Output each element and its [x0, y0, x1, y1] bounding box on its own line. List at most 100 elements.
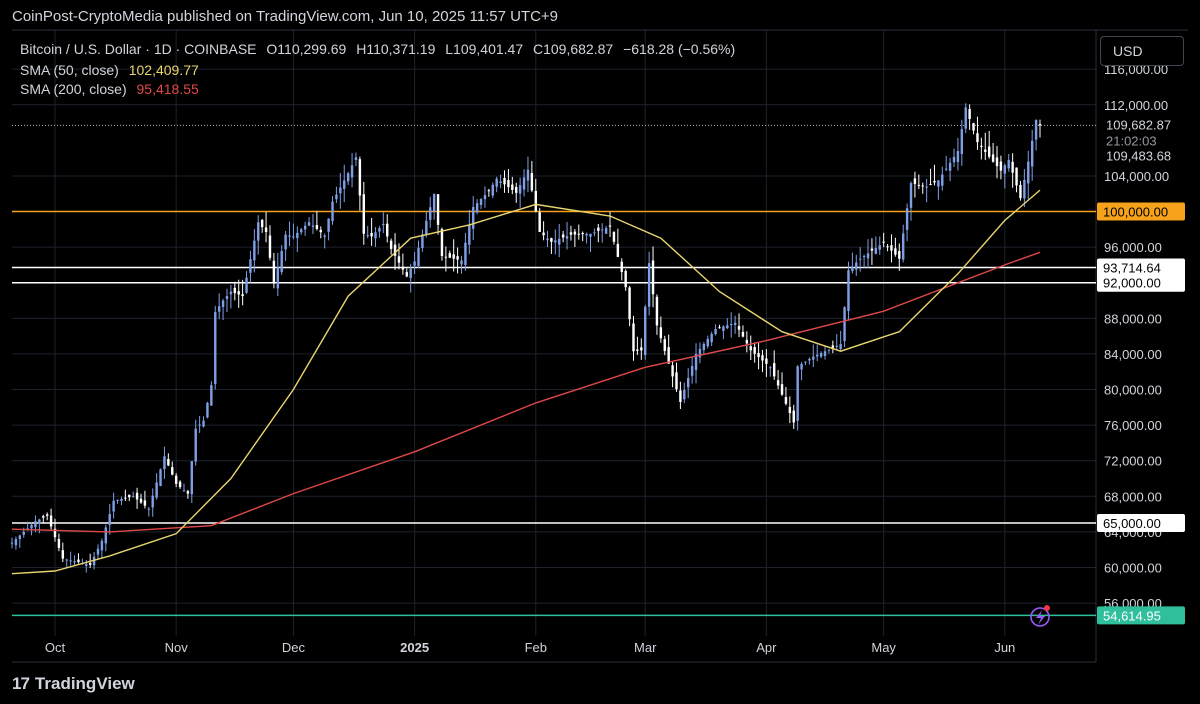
- candle-body: [284, 234, 287, 250]
- candle-body: [186, 491, 190, 494]
- candle-body: [167, 458, 170, 466]
- candle-body: [905, 208, 909, 230]
- x-tick-label: Apr: [756, 640, 777, 655]
- candle-body: [546, 238, 549, 241]
- candle-body: [386, 223, 389, 237]
- candle-body: [987, 146, 991, 157]
- candle-body: [417, 247, 420, 266]
- candle-body: [636, 349, 639, 351]
- candle-body: [542, 232, 545, 236]
- candle-body: [776, 380, 780, 386]
- candle-body: [300, 229, 303, 233]
- tradingview-logo-icon: 17: [12, 674, 30, 693]
- countdown-label: 21:02:03: [1106, 133, 1157, 148]
- candle-body: [1007, 159, 1010, 169]
- candle-body: [964, 107, 967, 129]
- candle-body: [335, 194, 338, 200]
- symbol-name: Bitcoin / U.S. Dollar · 1D · COINBASE: [20, 41, 257, 57]
- candle-body: [644, 306, 647, 355]
- tradingview-logo[interactable]: 17 TradingView: [12, 674, 135, 694]
- candle-body: [772, 363, 776, 377]
- candle-body: [61, 550, 65, 559]
- candle-body: [749, 346, 752, 351]
- candle-body: [933, 180, 936, 183]
- candle-body: [507, 180, 510, 188]
- candle-body: [53, 528, 57, 538]
- last-price-label: 109,682.87: [1106, 117, 1171, 132]
- candle-body: [409, 268, 412, 278]
- candle-body: [1034, 119, 1038, 140]
- candle-body: [178, 481, 182, 488]
- candle-body: [995, 157, 999, 167]
- sma50-legend: SMA (50, close) 102,409.77: [20, 62, 205, 78]
- candle-body: [311, 225, 315, 227]
- x-tick-label: Dec: [282, 640, 306, 655]
- candle-body: [49, 515, 53, 527]
- x-tick-label: Mar: [634, 640, 657, 655]
- change-value: −618.28 (−0.56%): [623, 41, 736, 57]
- candle-body: [561, 234, 565, 238]
- y-tick-label: 112,000.00: [1104, 98, 1168, 113]
- candle-body: [843, 307, 846, 342]
- x-tick-label: Feb: [525, 640, 547, 655]
- candle-body: [393, 244, 397, 256]
- candle-body: [319, 229, 323, 233]
- candle-body: [370, 232, 373, 237]
- candle-body: [112, 500, 115, 512]
- last-price-badge: [1097, 115, 1185, 152]
- candle-body: [804, 361, 807, 363]
- chart-decor: [1030, 605, 1050, 627]
- candle-body: [890, 245, 893, 251]
- sma-200-path: [11, 251, 1041, 533]
- y-tick-label: 96,000.00: [1104, 240, 1162, 255]
- candle-body: [921, 185, 924, 187]
- candle-body: [100, 540, 104, 551]
- candle-body: [210, 385, 213, 406]
- candle-body: [952, 156, 956, 163]
- candle-body: [956, 151, 960, 163]
- sma200-label: SMA (200, close): [20, 81, 127, 97]
- candle-body: [827, 349, 831, 351]
- candle-body: [147, 508, 151, 510]
- published-header: CoinPost-CryptoMedia published on Tradin…: [12, 8, 559, 25]
- candle-body: [116, 499, 119, 501]
- candle-body: [612, 231, 616, 242]
- candle-body: [405, 272, 408, 277]
- candle-body: [714, 329, 717, 335]
- x-tick-label: Jun: [994, 640, 1015, 655]
- candle-body: [1038, 124, 1042, 126]
- x-tick-label: May: [871, 640, 896, 655]
- candle-body: [925, 186, 928, 188]
- lightning-bolt-icon: [1036, 610, 1045, 625]
- candle-body: [765, 358, 768, 364]
- candle-body: [327, 218, 330, 232]
- y-axis-labels: 116,000.00112,000.00104,000.0096,000.008…: [1104, 62, 1169, 611]
- candle-body: [18, 535, 22, 539]
- candle-body: [42, 516, 45, 518]
- candle-body: [280, 250, 283, 273]
- candle-body: [483, 195, 487, 200]
- currency-button[interactable]: USD: [1100, 36, 1184, 66]
- candle-body: [436, 194, 440, 225]
- candle-body: [948, 162, 952, 171]
- candle-body: [737, 326, 741, 330]
- candle-body: [464, 242, 467, 265]
- candle-body: [796, 366, 799, 421]
- level-badge-label: 93,714.64: [1103, 260, 1161, 275]
- candle-body: [77, 559, 80, 563]
- y-tick-label: 80,000.00: [1104, 383, 1162, 398]
- candle-body: [1011, 161, 1014, 173]
- sma50-label: SMA (50, close): [20, 62, 119, 78]
- candle-body: [769, 367, 772, 369]
- candle-body: [866, 253, 870, 259]
- candle-body: [288, 235, 291, 237]
- candle-body: [350, 165, 354, 178]
- candle-body: [128, 494, 131, 498]
- candle-body: [878, 245, 881, 250]
- candle-body: [663, 339, 666, 351]
- candle-body: [331, 201, 334, 222]
- candle-body: [511, 184, 514, 191]
- candle-body: [855, 262, 858, 270]
